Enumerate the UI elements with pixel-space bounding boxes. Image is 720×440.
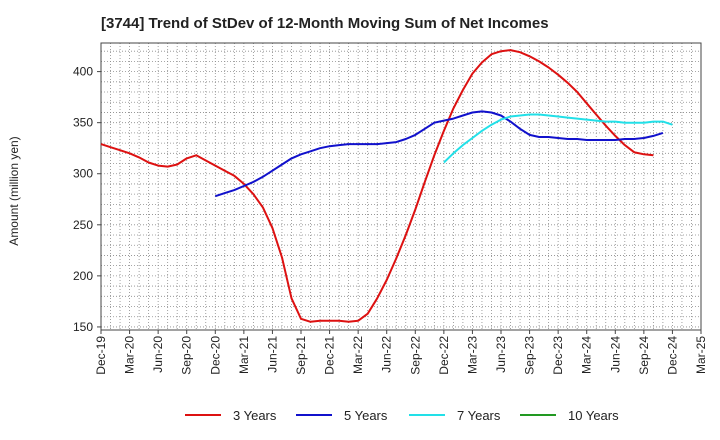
x-tick-label: Dec-22 — [437, 336, 451, 375]
legend-item-10-years: 10 Years — [520, 404, 619, 426]
legend-swatch-7-years — [409, 414, 445, 416]
chart-plot: 150 200 250 300 350 400 Dec-19 Mar-20 Jun-20 Sep… — [7, 42, 708, 375]
plot-frame — [100, 42, 702, 331]
x-tick-label: Jun-22 — [380, 336, 394, 373]
legend-label: 7 Years — [457, 407, 501, 423]
x-tick-label: Mar-24 — [580, 336, 594, 374]
x-tick-label: Dec-21 — [323, 336, 337, 375]
x-tick-label: Dec-20 — [208, 336, 222, 375]
axes — [100, 42, 702, 331]
plot-area — [101, 43, 701, 330]
legend-swatch-3-years — [185, 414, 221, 416]
y-tick-label: 300 — [73, 167, 93, 181]
legend-item-5-years: 5 Years — [296, 404, 387, 426]
x-tick-label: Sep-20 — [180, 336, 194, 375]
legend-item-3-years: 3 Years — [185, 404, 276, 426]
x-tick-label: Jun-24 — [608, 336, 622, 373]
chart-title: [3744] Trend of StDev of 12-Month Moving… — [101, 15, 549, 32]
x-tick-label: Sep-22 — [408, 336, 422, 375]
series-lines — [100, 49, 673, 323]
series-line-7-years — [443, 113, 673, 164]
y-tick-label: 400 — [73, 65, 93, 79]
x-tick-label: Sep-21 — [294, 336, 308, 375]
x-tick-label: Jun-20 — [151, 336, 165, 373]
legend-swatch-5-years — [296, 414, 332, 416]
grid-lines — [100, 43, 702, 330]
legend-label: 10 Years — [568, 407, 619, 423]
x-tick-label: Jun-21 — [265, 336, 279, 373]
y-axis-label: Amount (million yen) — [7, 136, 21, 245]
y-tick-label: 200 — [73, 269, 93, 283]
x-tick-label: Mar-20 — [123, 336, 137, 374]
x-tick-label: Mar-23 — [465, 336, 479, 374]
x-tick-label: Sep-24 — [637, 336, 651, 375]
x-tick-label: Sep-23 — [523, 336, 537, 375]
y-tick-labels: 150 200 250 300 350 400 — [73, 65, 101, 334]
x-tick-labels: Dec-19 Mar-20 Jun-20 Sep-20 Dec-20 Mar-21 Jun-… — [94, 330, 708, 375]
y-tick-label: 250 — [73, 218, 93, 232]
legend-label: 3 Years — [233, 407, 277, 423]
y-tick-label: 150 — [73, 320, 93, 334]
legend-label: 5 Years — [344, 407, 388, 423]
legend: 3 Years 5 Years 7 Years 10 Years — [0, 404, 720, 426]
series-line-3-years — [100, 49, 654, 323]
x-tick-label: Dec-23 — [551, 336, 565, 375]
x-tick-label: Mar-21 — [237, 336, 251, 374]
y-tick-label: 350 — [73, 116, 93, 130]
legend-item-7-years: 7 Years — [409, 404, 500, 426]
x-tick-label: Dec-19 — [94, 336, 108, 375]
legend-swatch-10-years — [520, 414, 556, 416]
x-tick-label: Mar-25 — [694, 336, 708, 374]
x-tick-label: Jun-23 — [494, 336, 508, 373]
series-line-5-years — [214, 110, 664, 198]
x-tick-label: Mar-22 — [351, 336, 365, 374]
x-tick-label: Dec-24 — [665, 336, 679, 375]
